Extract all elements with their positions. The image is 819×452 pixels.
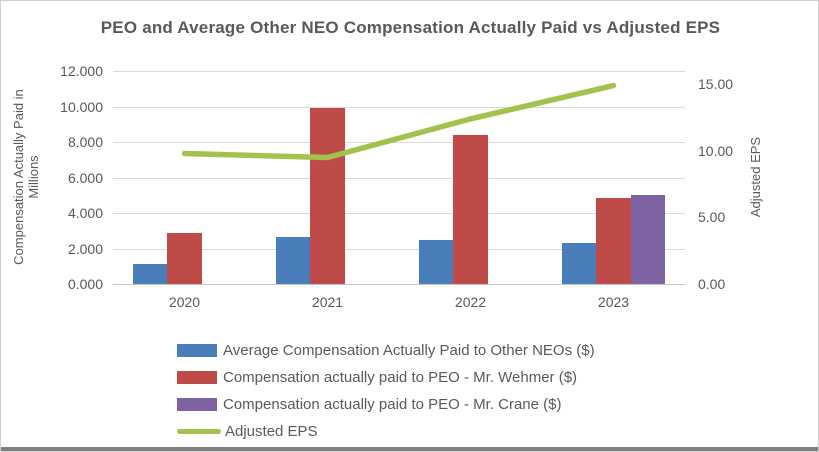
bar-series3-2023: [630, 195, 666, 284]
left-axis-tick: 0.000: [67, 276, 103, 292]
legend-item-1: Average Compensation Actually Paid to Ot…: [177, 340, 595, 360]
left-axis-tick: 10.000: [60, 98, 103, 115]
bar-series2-2020: [167, 232, 202, 284]
right-axis-tick: 5.00: [698, 209, 726, 226]
category-label-2023: 2023: [597, 294, 630, 310]
category-label-2021: 2021: [311, 294, 344, 310]
left-axis-tick: 4.000: [67, 205, 103, 221]
category-label-2020: 2020: [168, 294, 201, 310]
legend-label: Average Compensation Actually Paid to Ot…: [223, 341, 595, 359]
legend-bar-swatch: [177, 343, 217, 357]
gridline: [113, 248, 685, 250]
legend-label: Compensation actually paid to PEO - Mr. …: [223, 368, 578, 386]
legend-label: Adjusted EPS: [225, 422, 318, 440]
chart-title: PEO and Average Other NEO Compensation A…: [100, 18, 721, 37]
bar-series1-2020: [132, 263, 168, 284]
legend-bar-swatch: [177, 397, 217, 411]
legend-item-3: Compensation actually paid to PEO - Mr. …: [177, 394, 561, 414]
gridline: [113, 106, 685, 108]
bar-series2-2023: [596, 197, 631, 284]
right-axis-tick: 15.00: [698, 76, 734, 93]
bar-series2-2021: [310, 108, 345, 284]
gridline: [113, 213, 685, 214]
left-axis-tick: 12.000: [60, 63, 103, 79]
gridline: [113, 177, 685, 179]
legend-bar-swatch: [177, 370, 217, 384]
left-axis-tick: 8.000: [67, 134, 103, 150]
legend-item-4: Adjusted EPS: [177, 421, 318, 441]
x-axis-line: [113, 284, 685, 285]
legend-label: Compensation actually paid to PEO - Mr. …: [223, 395, 562, 413]
right-axis-tick: 10.00: [698, 142, 734, 159]
right-axis-tick: 0.00: [698, 276, 726, 292]
bar-series2-2022: [453, 134, 488, 284]
category-label-2022: 2022: [454, 294, 487, 310]
bar-series1-2021: [275, 236, 311, 284]
legend-line-swatch: [177, 428, 221, 434]
legend-item-2: Compensation actually paid to PEO - Mr. …: [177, 367, 577, 387]
gridline: [113, 142, 685, 143]
left-axis-tick: 2.000: [67, 240, 103, 257]
left-axis-tick: 6.000: [67, 169, 103, 186]
bar-series1-2022: [418, 239, 454, 284]
gridline: [113, 71, 685, 72]
bar-series1-2023: [561, 243, 597, 284]
window-bottom-edge: [1, 447, 818, 451]
